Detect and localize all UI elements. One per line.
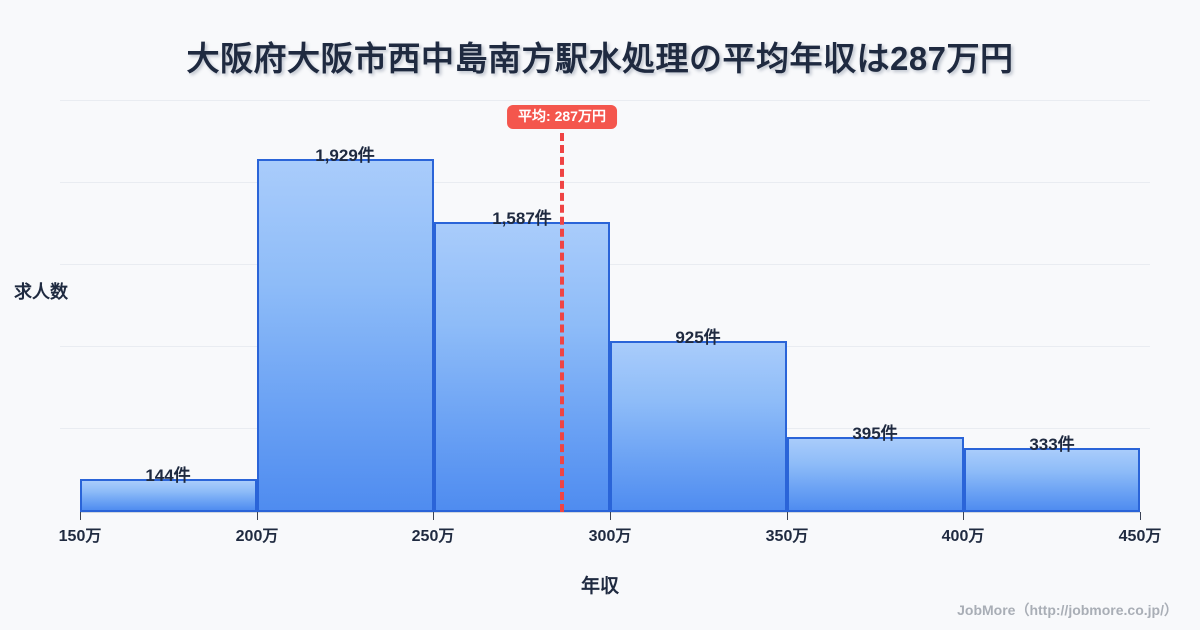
x-tick-label-5: 400万 <box>941 528 985 545</box>
chart-title: 大阪府大阪市西中島南方駅水処理の平均年収は287万円 <box>186 40 1014 77</box>
average-badge: 平均: 287万円 <box>507 105 617 130</box>
x-tick-label-6: 450万 <box>1118 528 1162 545</box>
average-line <box>560 133 564 512</box>
x-tick-label-0: 150万 <box>58 528 102 545</box>
bar-5[interactable] <box>964 448 1140 512</box>
x-tick-label-1: 200万 <box>235 528 279 545</box>
bar-value-label-4: 395件 <box>852 424 898 443</box>
x-tick-mark-5 <box>963 512 964 520</box>
plot-area <box>60 98 1150 512</box>
bar-value-label-3: 925件 <box>675 328 721 347</box>
bar-1[interactable] <box>257 159 434 512</box>
bar-3[interactable] <box>610 341 787 512</box>
bar-value-label-2: 1,587件 <box>492 209 552 228</box>
x-tick-mark-1 <box>257 512 258 520</box>
x-axis-title: 年収 <box>580 576 619 597</box>
bar-0[interactable] <box>80 479 257 512</box>
bar-4[interactable] <box>787 437 964 512</box>
x-tick-label-4: 350万 <box>765 528 809 545</box>
bar-2[interactable] <box>434 222 610 512</box>
x-tick-label-2: 250万 <box>411 528 455 545</box>
bar-value-label-1: 1,929件 <box>315 146 375 165</box>
bar-value-label-5: 333件 <box>1029 435 1075 454</box>
x-tick-mark-3 <box>610 512 611 520</box>
x-tick-mark-6 <box>1140 512 1141 520</box>
watermark: JobMore（http://jobmore.co.jp/） <box>957 602 1178 618</box>
x-tick-mark-0 <box>80 512 81 520</box>
gridline <box>60 182 1150 183</box>
x-tick-label-3: 300万 <box>588 528 632 545</box>
bar-value-label-0: 144件 <box>145 466 191 485</box>
x-tick-mark-2 <box>433 512 434 520</box>
x-tick-mark-4 <box>787 512 788 520</box>
gridline <box>60 100 1150 101</box>
y-axis-title: 求人数 <box>14 282 68 302</box>
